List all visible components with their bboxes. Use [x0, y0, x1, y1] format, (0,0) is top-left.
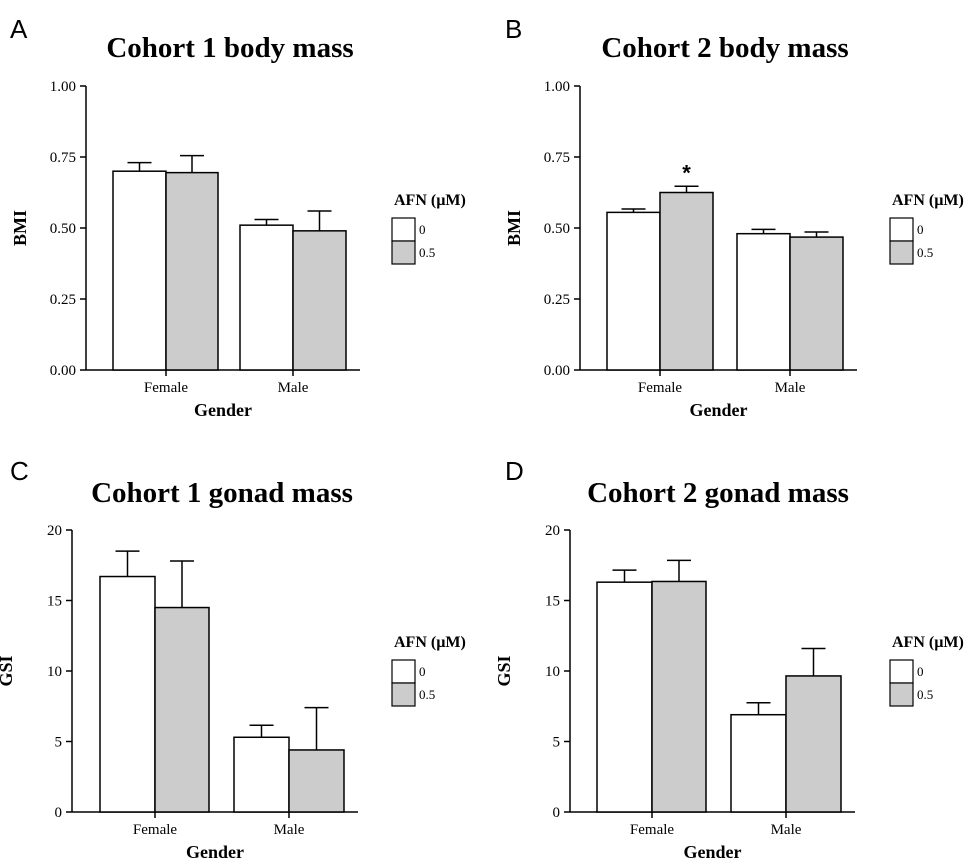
chart-1-bar-0-0 — [606, 211, 661, 371]
chart-2-x-tick-label-1: Male — [274, 822, 305, 838]
chart-3-panel-letter: D — [505, 456, 524, 486]
chart-1-bar-1-1 — [789, 236, 844, 371]
chart-1-y-tick-label-0: 0.00 — [544, 363, 570, 379]
chart-2-y-tick-label-0: 0 — [55, 805, 63, 821]
chart-0-y-tick-label-4: 1.00 — [50, 79, 76, 95]
chart-0-y-tick-label-0: 0.00 — [50, 363, 76, 379]
chart-0-bar-0-0 — [112, 170, 167, 371]
chart-3-bar-0-0 — [596, 581, 653, 813]
chart-3-legend-title: AFN (µM) — [892, 634, 964, 651]
chart-2-bar-0-1 — [154, 606, 210, 813]
chart-1-y-tick-label-2: 0.50 — [544, 221, 570, 237]
chart-0-y-tick-label-3: 0.75 — [50, 150, 76, 166]
chart-0-legend-swatch-0 — [391, 217, 416, 242]
chart-3-legend-swatch-1 — [889, 682, 914, 707]
chart-2-y-tick-label-3: 15 — [47, 594, 62, 610]
chart-0-bar-0-1 — [165, 171, 219, 371]
chart-3-y-tick-label-3: 15 — [545, 594, 560, 610]
chart-2-bar-1-0 — [233, 736, 290, 813]
chart-1-legend-title: AFN (µM) — [892, 192, 964, 209]
chart-2-legend-label-1: 0.5 — [419, 687, 435, 702]
chart-2-legend-label-0: 0 — [419, 664, 426, 679]
chart-2-bar-0-0 — [99, 575, 156, 813]
chart-0-legend-title: AFN (µM) — [394, 192, 466, 209]
chart-3-legend-swatch-0 — [889, 659, 914, 684]
chart-0-x-tick-label-1: Male — [278, 380, 309, 396]
chart-2-legend-swatch-1 — [391, 682, 416, 707]
chart-0-panel-letter: A — [10, 14, 28, 44]
chart-3-legend-label-1: 0.5 — [917, 687, 933, 702]
chart-2-bar-1-1 — [288, 749, 345, 813]
chart-1-y-tick-label-1: 0.25 — [544, 292, 570, 308]
chart-3-y-axis-title: GSI — [494, 655, 514, 686]
chart-0-legend-swatch-1 — [391, 240, 416, 265]
chart-1-y-tick-label-3: 0.75 — [544, 150, 570, 166]
chart-3-legend-label-0: 0 — [917, 664, 924, 679]
chart-3-y-tick-label-2: 10 — [545, 664, 560, 680]
chart-3-bar-1-1 — [785, 675, 842, 813]
chart-0-bar-1-0 — [239, 224, 294, 371]
chart-1-bar-0-1 — [659, 191, 714, 371]
chart-2-legend-title: AFN (µM) — [394, 634, 466, 651]
chart-3-title: Cohort 2 gonad mass — [587, 477, 849, 509]
chart-3-x-tick-label-1: Male — [771, 822, 802, 838]
chart-3-y-tick-label-4: 20 — [545, 523, 560, 539]
chart-0-bar-1-1 — [292, 230, 347, 371]
chart-2-x-axis-title: Gender — [186, 842, 244, 862]
chart-2-y-axis-title: GSI — [0, 655, 16, 686]
chart-3-y-tick-label-1: 5 — [553, 735, 561, 751]
chart-0-x-axis-title: Gender — [194, 400, 252, 420]
chart-2-title: Cohort 1 gonad mass — [91, 477, 353, 509]
chart-1-legend-swatch-1 — [889, 240, 914, 265]
chart-3-bar-1-0 — [730, 713, 787, 813]
chart-3-x-tick-label-0: Female — [630, 822, 674, 838]
chart-1-x-axis-title: Gender — [690, 400, 748, 420]
chart-1-x-tick-label-0: Female — [638, 380, 682, 396]
chart-2-panel-letter: C — [10, 456, 29, 486]
chart-3-x-axis-title: Gender — [684, 842, 742, 862]
chart-1-panel-letter: B — [505, 14, 522, 44]
chart-2-y-tick-label-4: 20 — [47, 523, 62, 539]
chart-1-y-axis-title: BMI — [504, 210, 524, 246]
chart-1-bar-1-0 — [736, 232, 791, 371]
chart-2-legend-swatch-0 — [391, 659, 416, 684]
chart-2-y-tick-label-2: 10 — [47, 664, 62, 680]
chart-0-legend-label-1: 0.5 — [419, 245, 435, 260]
chart-0-y-tick-label-2: 0.50 — [50, 221, 76, 237]
chart-0-legend-label-0: 0 — [419, 222, 426, 237]
chart-0-y-axis-title: BMI — [10, 210, 30, 246]
chart-1-title: Cohort 2 body mass — [601, 32, 848, 64]
chart-3-y-tick-label-0: 0 — [553, 805, 561, 821]
chart-2-y-tick-label-1: 5 — [55, 735, 63, 751]
chart-1-legend-label-0: 0 — [917, 222, 924, 237]
chart-1-legend-swatch-0 — [889, 217, 914, 242]
chart-0-title: Cohort 1 body mass — [106, 32, 353, 64]
chart-1-y-tick-label-4: 1.00 — [544, 79, 570, 95]
chart-0-x-tick-label-0: Female — [144, 380, 188, 396]
chart-1-x-tick-label-1: Male — [775, 380, 806, 396]
chart-0-y-tick-label-1: 0.25 — [50, 292, 76, 308]
chart-2-x-tick-label-0: Female — [133, 822, 177, 838]
chart-3-bar-0-1 — [651, 580, 707, 813]
chart-1-annotation-0: * — [682, 160, 691, 185]
chart-1-legend-label-1: 0.5 — [917, 245, 933, 260]
